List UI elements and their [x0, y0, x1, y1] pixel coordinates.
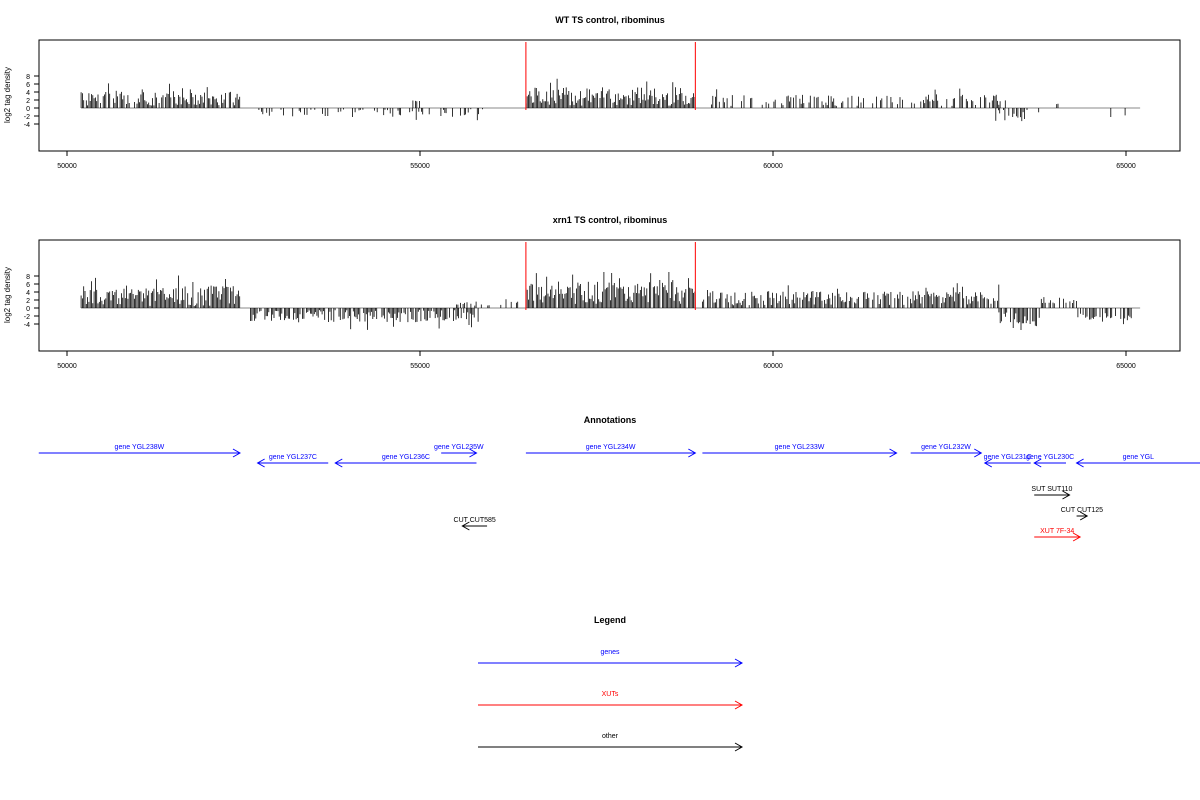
feature-label: gene YGL236C	[382, 454, 430, 461]
annotations-title: Annotations	[584, 415, 637, 425]
feature-arrow-head	[232, 448, 241, 458]
x-tick-label: 50000	[57, 163, 77, 170]
y-tick-label: 6	[26, 82, 30, 89]
feature-arrow-head	[256, 458, 265, 468]
x-tick-label: 55000	[410, 363, 430, 370]
y-axis-label: log2 tag density	[3, 267, 12, 323]
x-tick-label: 65000	[1116, 163, 1136, 170]
annotation-feature: gene YGL230C	[1026, 454, 1074, 468]
feature-label: SUT SUT110	[1031, 486, 1072, 493]
legend-label: other	[602, 733, 619, 740]
annotation-feature: gene YGL232W	[910, 444, 983, 458]
x-tick-label: 60000	[763, 163, 783, 170]
y-tick-label: 0	[26, 306, 30, 313]
feature-label: gene YGL235W	[434, 444, 484, 451]
legend-entry: XUTs	[478, 691, 744, 710]
legend-entries: genes XUTs other	[478, 649, 744, 752]
y-tick-label: 6	[26, 282, 30, 289]
annotation-feature: gene YGL233W	[702, 444, 898, 458]
annotation-feature: gene YGL236C	[334, 454, 477, 468]
feature-label: gene YGL230C	[1026, 454, 1074, 461]
annotation-feature: gene YGL234W	[525, 444, 697, 458]
feature-arrow-head	[334, 458, 343, 468]
feature-label: gene YGL238W	[115, 444, 165, 451]
annotation-feature: XUT 7F-34	[1034, 528, 1082, 542]
panel-title: WT TS control, ribominus	[555, 15, 665, 25]
feature-arrow-head	[1072, 532, 1082, 542]
annotation-feature: gene YGL235W	[434, 444, 484, 458]
y-tick-label: -2	[24, 314, 30, 321]
annotation-feature: SUT SUT110	[1031, 486, 1072, 500]
coverage-bars	[80, 272, 1141, 330]
feature-arrow-head	[974, 448, 983, 458]
feature-label: gene YGL234W	[586, 444, 636, 451]
legend-label: XUTs	[602, 691, 619, 698]
legend: Legend genes XUTs other	[478, 615, 744, 752]
feature-label: gene YGL231C	[984, 454, 1032, 461]
feature-label: gene YGL237C	[269, 454, 317, 461]
y-tick-label: 2	[26, 98, 30, 105]
plot-frame	[38, 39, 1181, 152]
wt-coverage-panel: WT TS control, ribominus log2 tag densit…	[3, 15, 1181, 170]
y-tick-label: 8	[26, 274, 30, 281]
x-ticks: 50000 55000 60000 65000	[57, 151, 1136, 170]
annotation-feature: gene YGL231C	[983, 454, 1032, 468]
highlight-region-lines	[525, 242, 696, 310]
feature-arrow-head	[889, 448, 898, 458]
feature-arrow-head	[1075, 458, 1084, 468]
annotation-features: gene YGL238W gene YGL237C gene YGL236C gene…	[38, 444, 1200, 542]
feature-label: gene YGL233W	[775, 444, 825, 451]
feature-arrow-head	[1062, 490, 1071, 500]
y-axis-label: log2 tag density	[3, 67, 12, 123]
coverage-bars	[80, 78, 1141, 122]
y-tick-label: 4	[26, 90, 30, 97]
x-tick-label: 60000	[763, 363, 783, 370]
legend-entry: other	[478, 733, 744, 752]
y-tick-label: 0	[26, 106, 30, 113]
feature-arrow-head	[734, 742, 744, 752]
legend-label: genes	[600, 649, 620, 656]
annotation-feature: gene YGL237C	[256, 454, 329, 468]
feature-label: gene YGL	[1123, 454, 1155, 461]
feature-arrow-head	[734, 700, 744, 710]
feature-arrow-head	[688, 448, 697, 458]
annotation-feature: gene YGL238W	[38, 444, 241, 458]
xrn1-coverage-panel: xrn1 TS control, ribominus log2 tag dens…	[3, 215, 1181, 370]
y-tick-label: -4	[24, 122, 30, 129]
feature-arrow-head	[461, 521, 470, 531]
feature-label: gene YGL232W	[921, 444, 971, 451]
annotation-feature: CUT CUT125	[1061, 507, 1103, 521]
y-tick-label: -4	[24, 322, 30, 329]
feature-label: CUT CUT585	[454, 517, 496, 524]
y-tick-label: -2	[24, 114, 30, 121]
feature-arrow-head	[734, 658, 744, 668]
feature-label: XUT 7F-34	[1040, 528, 1074, 535]
x-tick-label: 65000	[1116, 363, 1136, 370]
y-tick-label: 8	[26, 74, 30, 81]
x-tick-label: 55000	[410, 163, 430, 170]
feature-label: CUT CUT125	[1061, 507, 1103, 514]
annotation-feature: gene YGL	[1075, 454, 1200, 468]
feature-arrow-head	[469, 448, 478, 458]
y-tick-label: 2	[26, 298, 30, 305]
feature-arrow-head	[1033, 458, 1042, 468]
legend-entry: genes	[478, 649, 744, 668]
feature-arrow-head	[983, 458, 993, 468]
highlight-region-lines	[525, 42, 696, 110]
feature-arrow-head	[1079, 511, 1089, 521]
x-ticks: 50000 55000 60000 65000	[57, 351, 1136, 370]
legend-title: Legend	[594, 615, 626, 625]
y-tick-label: 4	[26, 290, 30, 297]
x-tick-label: 50000	[57, 363, 77, 370]
panel-title: xrn1 TS control, ribominus	[553, 215, 668, 225]
plot-frame	[38, 239, 1181, 352]
annotation-feature: CUT CUT585	[454, 517, 496, 531]
